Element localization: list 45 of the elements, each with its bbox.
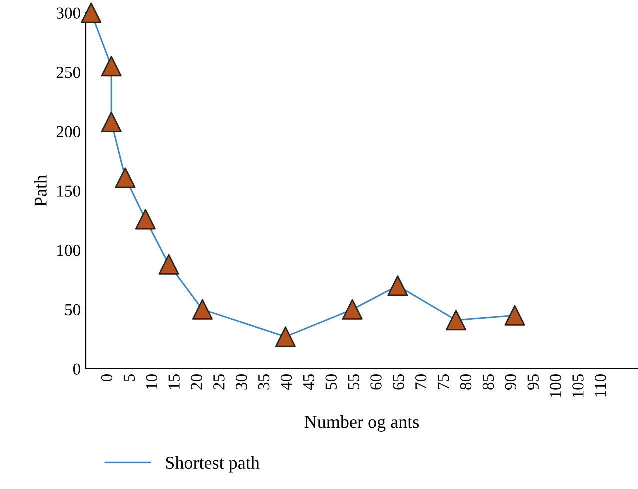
x-tick-label: 60 [370, 374, 382, 390]
point [101, 56, 122, 77]
x-tick-label: 35 [258, 374, 270, 390]
x-tick-label: 80 [460, 374, 472, 390]
y-axis-title: Path [34, 175, 47, 207]
x-tick-label: 40 [280, 374, 292, 390]
y-tick-label: 50 [65, 304, 81, 316]
x-tick-label: 65 [393, 374, 404, 390]
point [101, 112, 122, 132]
point [158, 254, 180, 275]
x-tick-label: 100 [550, 374, 562, 398]
x-tick-label: 25 [214, 374, 225, 390]
y-tick-label: 0 [73, 364, 81, 375]
x-tick-label: 0 [101, 374, 113, 382]
x-tick-label: 45 [303, 374, 315, 390]
x-tick-label: 10 [146, 374, 158, 390]
y-tick-label: 150 [58, 186, 81, 197]
x-tick-label: 5 [124, 374, 136, 382]
point [81, 2, 102, 24]
x-tick-label: 50 [326, 374, 337, 390]
x-tick-label: 85 [482, 374, 494, 390]
point [342, 299, 363, 320]
x-tick-label: 90 [505, 374, 517, 390]
x-axis-title: Number og ants [304, 416, 420, 432]
legend-label: Shortest path [166, 456, 260, 473]
point [504, 305, 526, 326]
x-tick-label: 20 [191, 374, 202, 390]
x-tick-label: 105 [572, 374, 584, 398]
point [275, 326, 296, 348]
x-tick-label: 95 [528, 374, 539, 390]
point [192, 299, 213, 320]
x-tick-label: 55 [348, 374, 360, 390]
y-tick-label: 250 [56, 67, 81, 78]
point [135, 209, 156, 230]
x-tick-label: 15 [168, 374, 180, 390]
x-tick-label: 110 [595, 374, 606, 397]
y-tick-label: 100 [58, 245, 81, 256]
x-tick-label: 30 [236, 374, 248, 390]
point [446, 310, 467, 331]
y-tick-label: 200 [56, 126, 81, 138]
x-tick-label: 70 [416, 374, 427, 390]
point [388, 276, 408, 296]
y-tick-label: 300 [56, 8, 81, 19]
point [115, 168, 136, 188]
x-tick-label: 75 [438, 374, 450, 390]
